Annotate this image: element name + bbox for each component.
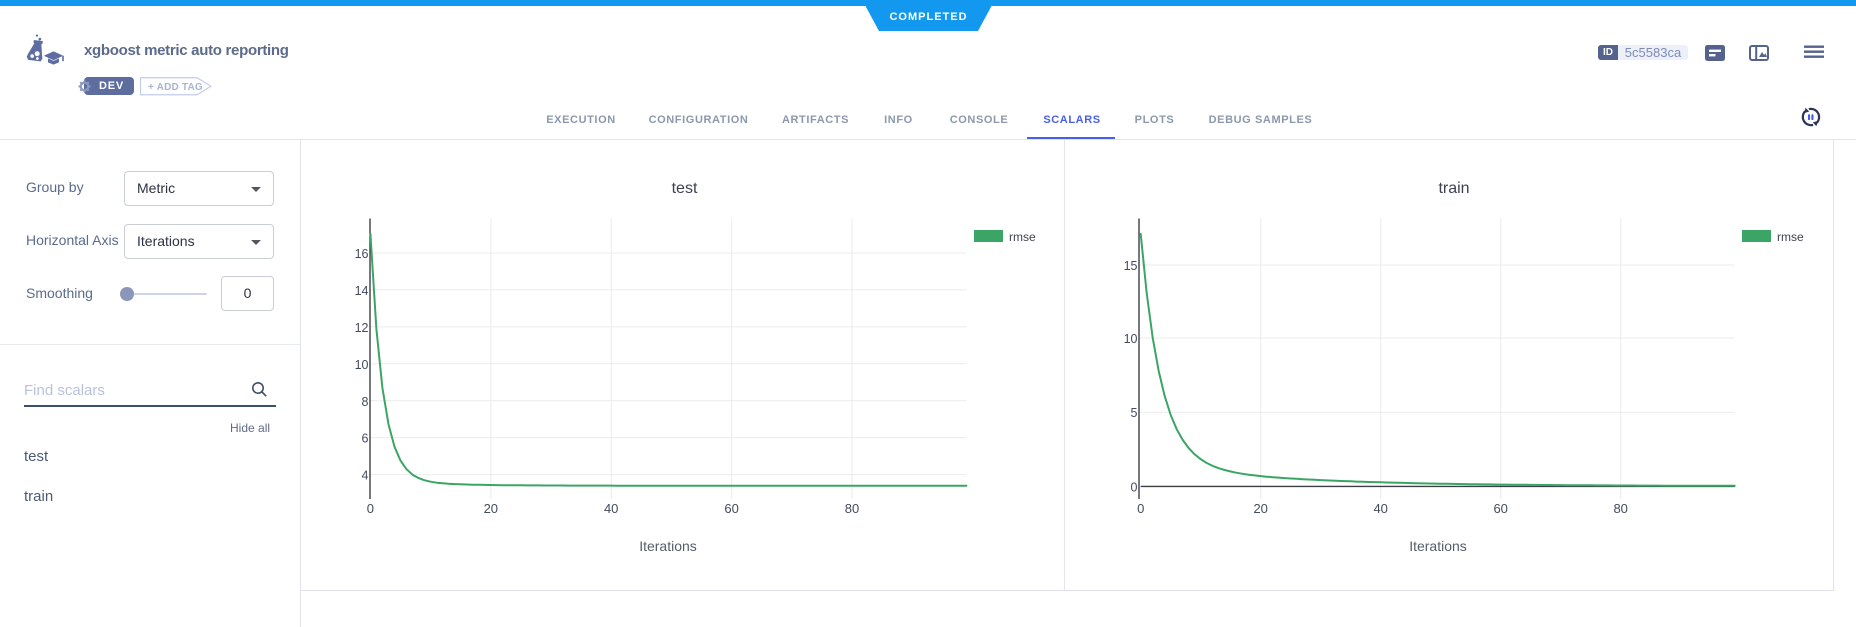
svg-text:40: 40 — [604, 501, 618, 516]
svg-text:0: 0 — [1131, 480, 1138, 494]
svg-text:60: 60 — [724, 501, 738, 516]
svg-text:0: 0 — [1137, 501, 1144, 516]
svg-text:Iterations: Iterations — [1409, 538, 1467, 554]
svg-text:12: 12 — [355, 321, 369, 335]
svg-text:rmse: rmse — [1777, 230, 1804, 244]
svg-text:8: 8 — [362, 395, 369, 409]
svg-text:5: 5 — [1131, 406, 1138, 420]
svg-text:60: 60 — [1493, 501, 1507, 516]
svg-text:20: 20 — [1253, 501, 1267, 516]
svg-text:4: 4 — [362, 469, 369, 483]
svg-text:20: 20 — [484, 501, 498, 516]
svg-text:40: 40 — [1373, 501, 1387, 516]
svg-text:16: 16 — [355, 247, 369, 261]
svg-text:+ ADD TAG: + ADD TAG — [148, 82, 203, 93]
svg-text:train: train — [1438, 180, 1469, 197]
svg-text:80: 80 — [1613, 501, 1627, 516]
svg-text:Iterations: Iterations — [639, 538, 697, 554]
svg-text:14: 14 — [355, 284, 369, 298]
svg-text:0: 0 — [367, 501, 374, 516]
svg-text:test: test — [672, 180, 698, 197]
svg-text:10: 10 — [1124, 332, 1138, 346]
svg-text:rmse: rmse — [1009, 230, 1036, 244]
svg-text:6: 6 — [362, 432, 369, 446]
svg-text:10: 10 — [355, 358, 369, 372]
svg-text:15: 15 — [1124, 259, 1138, 273]
svg-text:80: 80 — [845, 501, 859, 516]
